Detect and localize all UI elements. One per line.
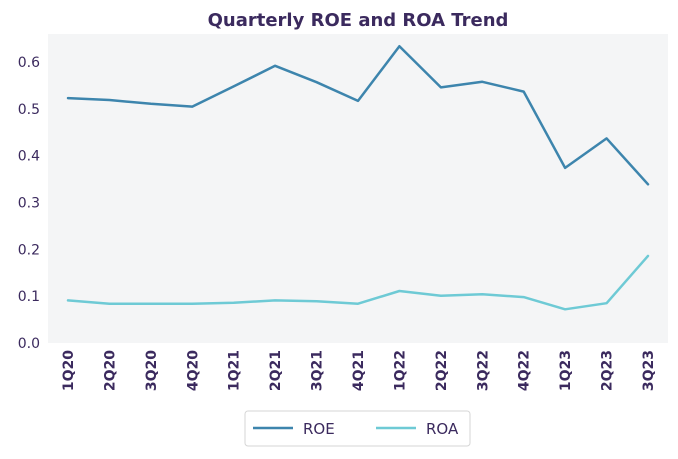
plot-area — [48, 34, 668, 343]
chart-title: Quarterly ROE and ROA Trend — [208, 10, 509, 31]
x-tick-label: 1Q21 — [227, 350, 243, 391]
x-tick-label: 1Q23 — [558, 350, 574, 391]
legend-label-roa: ROA — [426, 420, 459, 438]
series-layer — [66, 44, 650, 311]
y-axis-ticks: 0.0 0.1 0.2 0.3 0.4 0.5 0.6 — [18, 55, 40, 352]
y-tick-label: 0.5 — [18, 102, 40, 118]
y-tick-label: 0.0 — [18, 336, 40, 352]
x-tick-label: 4Q21 — [351, 350, 367, 391]
legend-label-roe: ROE — [303, 420, 335, 438]
y-tick-label: 0.2 — [18, 242, 40, 258]
x-tick-label: 2Q21 — [268, 350, 284, 391]
series-line-roe — [66, 44, 650, 186]
x-tick-label: 2Q22 — [434, 350, 450, 391]
x-tick-label: 3Q22 — [475, 350, 491, 391]
y-tick-label: 0.3 — [18, 196, 40, 212]
x-tick-label: 4Q20 — [185, 350, 201, 391]
x-tick-label: 3Q20 — [144, 350, 160, 391]
x-tick-label: 2Q23 — [600, 350, 616, 391]
x-tick-label: 2Q20 — [102, 350, 118, 391]
x-tick-label: 1Q20 — [61, 350, 77, 391]
legend-box — [244, 410, 471, 447]
y-tick-label: 0.6 — [18, 55, 40, 71]
y-tick-label: 0.4 — [18, 149, 40, 165]
x-tick-label: 1Q22 — [392, 350, 408, 391]
x-tick-label: 4Q22 — [517, 350, 533, 391]
x-tick-label: 3Q21 — [310, 350, 326, 391]
y-tick-label: 0.1 — [18, 289, 40, 305]
series-line-roa — [66, 254, 650, 311]
x-tick-label: 3Q23 — [641, 350, 657, 391]
x-axis-ticks: 1Q20 2Q20 3Q20 4Q20 1Q21 2Q21 3Q21 4Q21 1Q22 2Q22… — [61, 350, 657, 391]
legend: ROE ROA — [244, 410, 471, 447]
